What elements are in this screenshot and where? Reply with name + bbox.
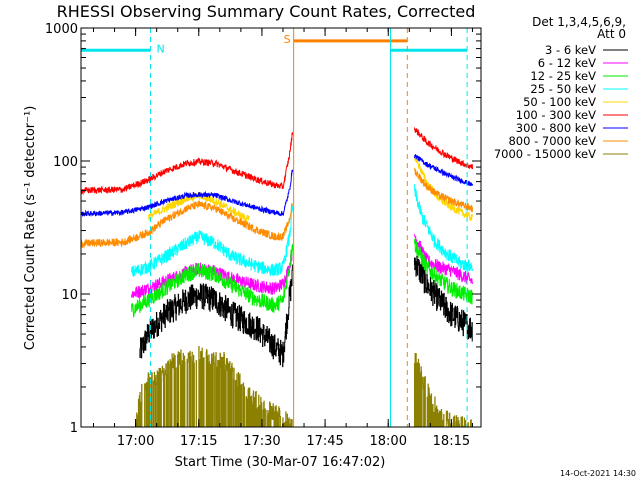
series-line (413, 127, 474, 170)
series-line (131, 205, 294, 277)
plot-frame (80, 27, 482, 428)
series-line (413, 255, 473, 342)
legend-entry-label: 300 - 800 keV (516, 121, 596, 135)
flag-label: N (156, 42, 164, 55)
y-tick-label: 100 (53, 155, 78, 170)
series-line (413, 167, 474, 213)
x-tick-label: 18:00 (370, 434, 407, 449)
flag-label: S (284, 33, 291, 46)
x-tick-label: 18:15 (433, 434, 470, 449)
series-line (139, 264, 293, 368)
series-line (131, 244, 294, 318)
series-line (413, 184, 474, 272)
legend-entry-label: 7000 - 15000 keV (494, 147, 596, 161)
x-axis: 17:00 17:15 17:30 17:45 18:00 18:15 (93, 28, 473, 449)
x-tick-label: 17:15 (180, 434, 217, 449)
series-line (413, 155, 474, 221)
series-line (147, 191, 250, 222)
legend-entry-label: 6 - 12 keV (538, 56, 596, 70)
legend-header-line1: Det 1,3,4,5,6,9, (532, 15, 626, 29)
footer-timestamp: 14-Oct-2021 14:30 (560, 469, 636, 478)
legend-entry-label: 25 - 50 keV (530, 82, 596, 96)
chart-title: RHESSI Observing Summary Count Rates, Co… (57, 2, 476, 21)
y-tick-label: 1000 (45, 22, 78, 37)
series-line (135, 345, 293, 427)
y-axis: 1 10 100 1000 (45, 22, 481, 436)
series-line (81, 199, 293, 249)
series-layer (81, 127, 474, 427)
series-line (413, 153, 474, 187)
attenuator-lines (80, 28, 468, 427)
legend-entry-label: 3 - 6 keV (545, 43, 596, 57)
y-tick-label: 1 (70, 421, 78, 436)
y-axis-label: Corrected Count Rate (s⁻¹ detector⁻¹) (23, 106, 38, 351)
series-line (413, 238, 474, 305)
x-axis-label: Start Time (30-Mar-07 16:47:02) (175, 455, 386, 470)
legend-entry-label: 50 - 100 keV (523, 95, 596, 109)
series-line (81, 132, 294, 196)
observing-flags: NS (81, 33, 468, 55)
series-line (81, 169, 294, 217)
legend-entry-label: 100 - 300 keV (516, 108, 596, 122)
legend-entry-label: 800 - 7000 keV (508, 134, 596, 148)
x-tick-label: 17:45 (306, 434, 343, 449)
series-line (413, 352, 473, 427)
x-tick-label: 17:00 (117, 434, 154, 449)
legend-header-line2: Att 0 (597, 27, 626, 41)
y-tick-label: 10 (61, 288, 78, 303)
x-tick-label: 17:30 (243, 434, 280, 449)
legend-entry-label: 12 - 25 keV (530, 69, 596, 83)
